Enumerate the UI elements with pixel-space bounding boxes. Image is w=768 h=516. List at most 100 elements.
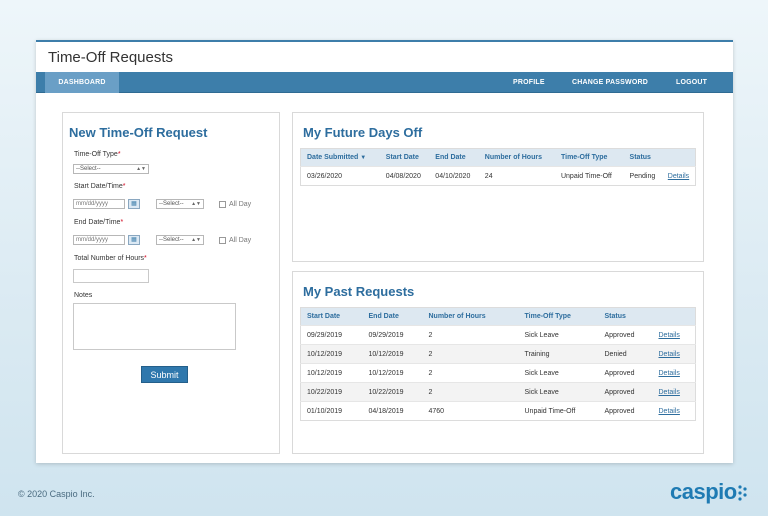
cell-type: Sick Leave — [518, 382, 599, 402]
details-link[interactable]: Details — [658, 331, 680, 339]
cell-type: Unpaid Time-Off — [518, 401, 599, 421]
details-link[interactable]: Details — [658, 369, 680, 377]
details-link[interactable]: Details — [658, 407, 680, 415]
type-label: Time-Off Type* — [74, 151, 121, 158]
details-link[interactable]: Details — [667, 172, 690, 180]
cell-start-date: 10/22/2019 — [300, 382, 363, 402]
past-requests-title: My Past Requests — [303, 284, 415, 299]
submit-button[interactable]: Submit — [141, 366, 188, 383]
cell-status: Denied — [598, 344, 653, 364]
notes-textarea[interactable] — [73, 303, 236, 350]
cell-status: Approved — [598, 363, 653, 383]
start-allday-checkbox[interactable] — [219, 201, 226, 208]
cell-type: Training — [518, 344, 599, 364]
details-link[interactable]: Details — [658, 350, 680, 358]
cell-hours: 24 — [478, 166, 555, 186]
col-end-date[interactable]: End Date — [362, 307, 423, 326]
notes-label: Notes — [74, 292, 93, 299]
cell-actions: Details — [661, 166, 696, 186]
table-row: 10/22/2019 10/22/2019 2 Sick Leave Appro… — [300, 382, 696, 402]
col-start-date[interactable]: Start Date — [379, 148, 430, 167]
col-type[interactable]: Time-Off Type — [518, 307, 599, 326]
table-row: 10/12/2019 10/12/2019 2 Sick Leave Appro… — [300, 363, 696, 383]
table-row: 09/29/2019 09/29/2019 2 Sick Leave Appro… — [300, 325, 696, 345]
select-arrow-icon: ▲▼ — [191, 237, 201, 243]
cell-actions: Details — [652, 382, 696, 402]
details-link[interactable]: Details — [658, 388, 680, 396]
caspio-logo: caspio — [670, 479, 737, 504]
future-days-panel: My Future Days Off Date Submitted ▼ Star… — [292, 112, 704, 262]
new-request-title: New Time-Off Request — [69, 125, 208, 140]
sort-desc-icon: ▼ — [360, 155, 367, 161]
end-date-input[interactable]: mm/dd/yyyy ▦ — [73, 235, 140, 245]
table-row: 01/10/2019 04/18/2019 4760 Unpaid Time-O… — [300, 401, 696, 421]
start-time-select[interactable]: --Select-- ▲▼ — [156, 199, 204, 209]
cell-end-date: 09/29/2019 — [362, 325, 423, 345]
cell-end-date: 10/12/2019 — [362, 363, 423, 383]
cell-actions: Details — [652, 401, 696, 421]
new-request-panel: New Time-Off Request Time-Off Type* --Se… — [62, 112, 280, 454]
cell-type: Unpaid Time-Off — [554, 166, 624, 186]
cell-end-date: 10/22/2019 — [362, 382, 423, 402]
nav-dashboard[interactable]: DASHBOARD — [45, 72, 119, 93]
cell-end-date: 04/10/2020 — [429, 166, 479, 186]
table-row: 03/26/2020 04/08/2020 04/10/2020 24 Unpa… — [300, 166, 696, 186]
cell-type: Sick Leave — [518, 325, 599, 345]
logo-dots-icon — [738, 485, 747, 501]
future-days-table: Date Submitted ▼ Start Date End Date Num… — [300, 148, 696, 186]
cell-start-date: 01/10/2019 — [300, 401, 363, 421]
type-select[interactable]: --Select-- ▲▼ — [73, 164, 149, 174]
page-title: Time-Off Requests — [48, 49, 174, 66]
hours-label: Total Number of Hours* — [74, 255, 147, 262]
col-type[interactable]: Time-Off Type — [554, 148, 624, 167]
cell-status: Pending — [623, 166, 662, 186]
col-start-date[interactable]: Start Date — [300, 307, 363, 326]
end-time-select[interactable]: --Select-- ▲▼ — [156, 235, 204, 245]
select-arrow-icon: ▲▼ — [191, 201, 201, 207]
col-status[interactable]: Status — [598, 307, 653, 326]
future-days-title: My Future Days Off — [303, 125, 423, 140]
col-status[interactable]: Status — [623, 148, 662, 167]
cell-hours: 2 — [422, 325, 519, 345]
cell-start-date: 10/12/2019 — [300, 363, 363, 383]
cell-type: Sick Leave — [518, 363, 599, 383]
nav-logout[interactable]: LOGOUT — [676, 79, 708, 86]
table-row: 10/12/2019 10/12/2019 2 Training Denied … — [300, 344, 696, 364]
cell-hours: 2 — [422, 344, 519, 364]
app-window: Time-Off Requests DASHBOARD PROFILE CHAN… — [36, 40, 733, 463]
cell-date-submitted: 03/26/2020 — [300, 166, 380, 186]
cell-status: Approved — [598, 382, 653, 402]
cell-hours: 2 — [422, 363, 519, 383]
end-allday-label: All Day — [229, 237, 252, 244]
cell-start-date: 04/08/2020 — [379, 166, 430, 186]
calendar-icon[interactable]: ▦ — [128, 235, 140, 245]
cell-hours: 2 — [422, 382, 519, 402]
cell-actions: Details — [652, 363, 696, 383]
cell-actions: Details — [652, 325, 696, 345]
col-actions — [661, 148, 696, 167]
select-arrow-icon: ▲▼ — [136, 166, 146, 172]
past-requests-table: Start Date End Date Number of Hours Time… — [300, 307, 696, 421]
calendar-icon[interactable]: ▦ — [128, 199, 140, 209]
hours-input[interactable] — [73, 269, 149, 283]
nav-profile[interactable]: PROFILE — [513, 79, 545, 86]
start-allday-label: All Day — [229, 201, 252, 208]
cell-status: Approved — [598, 401, 653, 421]
past-requests-panel: My Past Requests Start Date End Date Num… — [292, 271, 704, 454]
start-date-input[interactable]: mm/dd/yyyy ▦ — [73, 199, 140, 209]
cell-actions: Details — [652, 344, 696, 364]
end-allday-checkbox[interactable] — [219, 237, 226, 244]
nav-change-password[interactable]: CHANGE PASSWORD — [572, 79, 648, 86]
start-label: Start Date/Time* — [74, 183, 126, 190]
col-date-submitted[interactable]: Date Submitted ▼ — [300, 148, 380, 167]
col-end-date[interactable]: End Date — [429, 148, 479, 167]
top-navbar: DASHBOARD PROFILE CHANGE PASSWORD LOGOUT — [36, 72, 733, 93]
end-label: End Date/Time* — [74, 219, 124, 226]
cell-end-date: 04/18/2019 — [362, 401, 423, 421]
col-hours[interactable]: Number of Hours — [422, 307, 519, 326]
col-hours[interactable]: Number of Hours — [478, 148, 555, 167]
cell-end-date: 10/12/2019 — [362, 344, 423, 364]
footer-copyright: © 2020 Caspio Inc. — [18, 489, 95, 499]
cell-hours: 4760 — [422, 401, 519, 421]
cell-status: Approved — [598, 325, 653, 345]
